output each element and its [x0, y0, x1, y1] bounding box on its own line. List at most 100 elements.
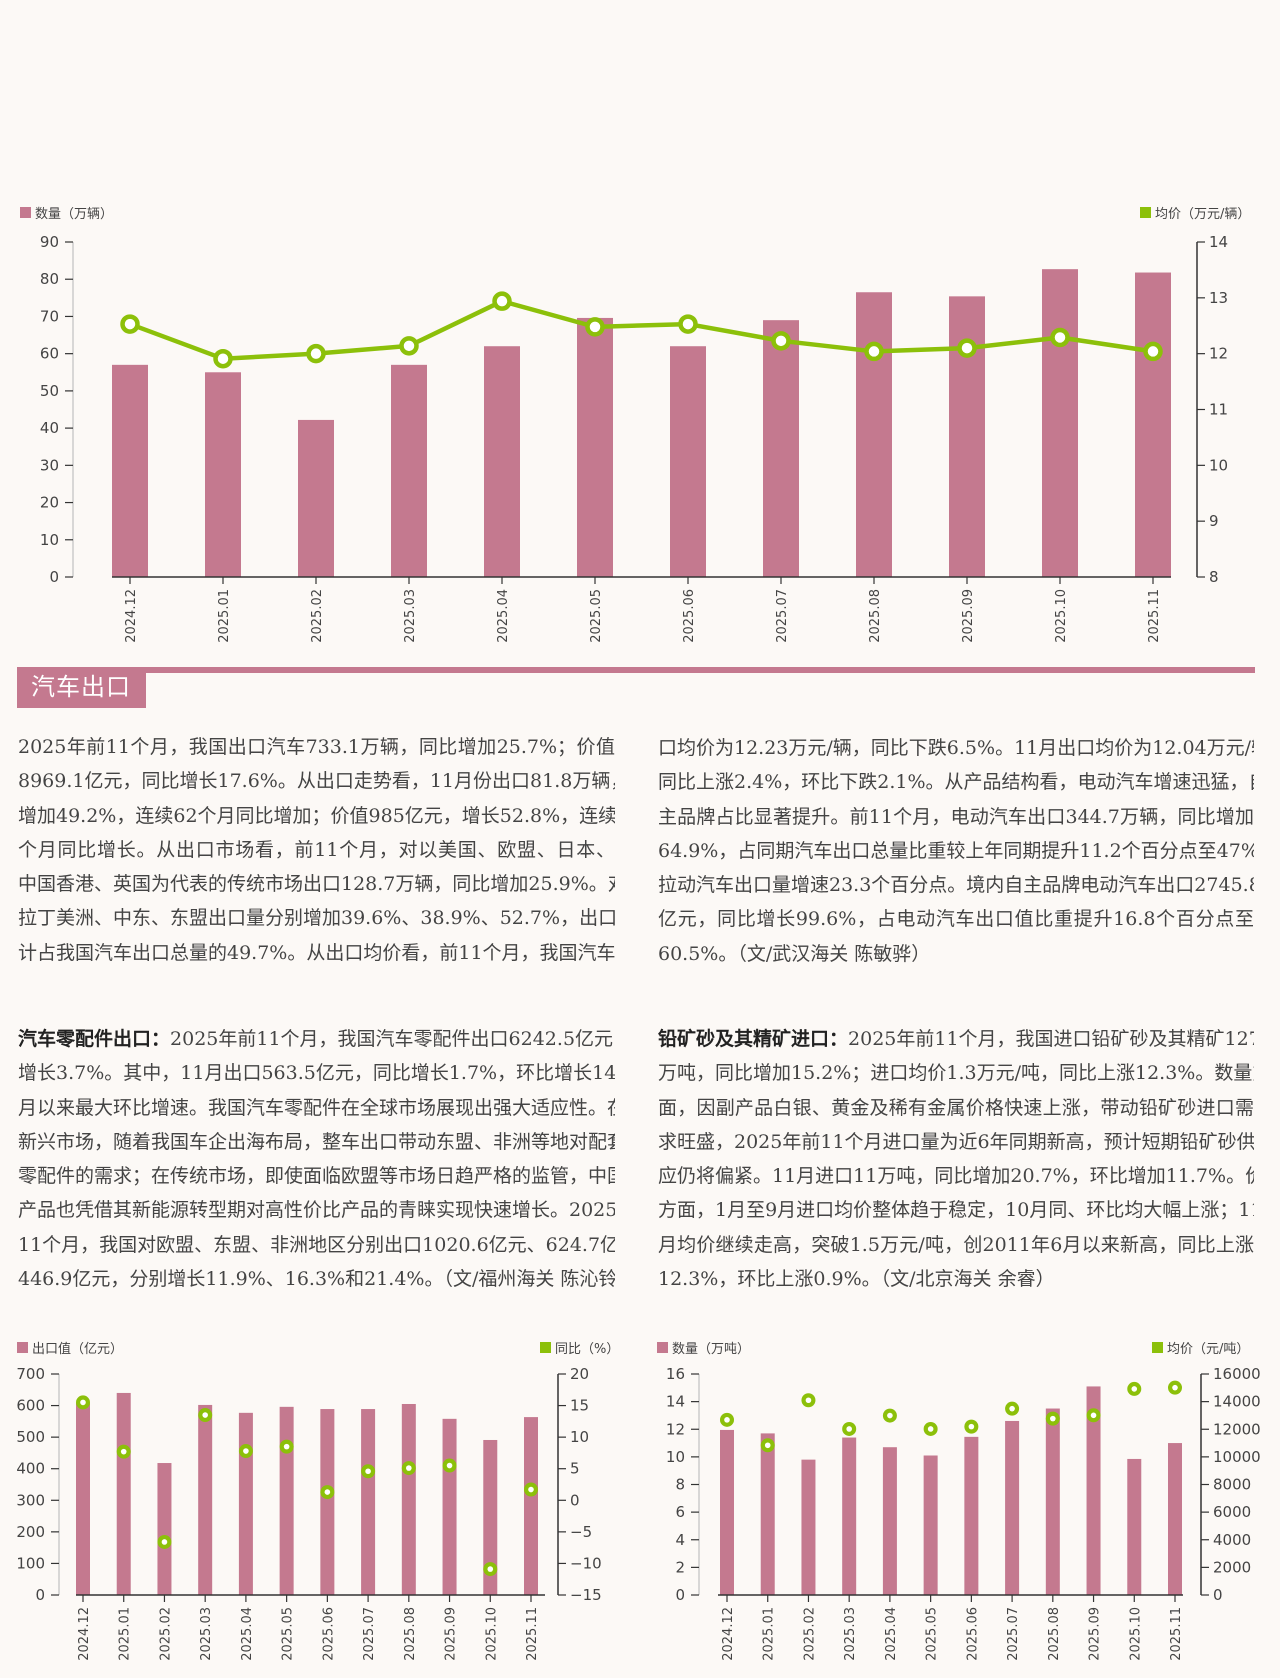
bar [1168, 1443, 1182, 1595]
left-tick-label: 400 [16, 1460, 45, 1478]
text-line-content: 求旺盛，2025年前11个月进口量为近6年同期新高，预计短期铅矿砂供 [658, 1130, 1254, 1153]
scatter-point-center [1131, 1386, 1138, 1392]
text-line-content: 8969.1亿元，同比增长17.6%。从出口走势看，11月份出口81.8万辆， [18, 770, 615, 793]
article-lead-ore-import: 铅矿砂及其精矿进口：2025年前11个月，我国进口铅矿砂及其精矿127.2 万吨，… [658, 1022, 1254, 1296]
scatter-point-center [724, 1417, 730, 1423]
scatter-point-center [406, 1465, 412, 1471]
bar [923, 1455, 938, 1595]
right-tick-label: 10000 [1213, 1448, 1261, 1466]
text-line: 中国香港、英国为代表的传统市场出口128.7万辆，同比增加25.9%。对 [18, 867, 615, 901]
right-tick-label: −10 [570, 1554, 602, 1572]
bar [76, 1403, 90, 1595]
left-tick-label: 0 [49, 568, 59, 586]
x-tick-label: 2025.06 [321, 1607, 336, 1661]
text-line-content: 产品也凭借其新能源转型期对高性价比产品的青睐实现快速增长。2025前 [18, 1199, 615, 1222]
bar [391, 364, 427, 577]
bar [577, 317, 613, 577]
right-tick-label: 2000 [1213, 1558, 1251, 1576]
text-line: 拉动汽车出口量增速23.3个百分点。境内自主品牌电动汽车出口2745.8 [658, 868, 1254, 902]
x-tick-label: 2025.09 [444, 1607, 459, 1661]
scatter-point-center [283, 1443, 290, 1450]
bar [1127, 1458, 1142, 1595]
bar [279, 1406, 294, 1595]
x-tick-label: 2025.07 [362, 1607, 377, 1661]
text-line-content: 计占我国汽车出口总量的49.7%。从出口均价看，前11个月，我国汽车出 [18, 941, 615, 964]
right-tick-label: −15 [570, 1586, 602, 1604]
x-tick-label: 2025.06 [965, 1607, 980, 1661]
bar [484, 346, 520, 577]
left-tick-label: 0 [675, 1586, 685, 1604]
legend-swatch-bar [20, 207, 31, 218]
text-line: 产品也凭借其新能源转型期对高性价比产品的青睐实现快速增长。2025前 [18, 1193, 615, 1227]
scatter-point-center [487, 1566, 494, 1572]
scatter-point-center [161, 1539, 168, 1545]
left-tick-label: 8 [675, 1476, 685, 1494]
bar [763, 320, 799, 577]
text-line: 应仍将偏紧。11月进口11万吨，同比增加20.7%，环比增加11.7%。价格 [658, 1159, 1254, 1193]
x-tick-label: 2025.10 [484, 1607, 499, 1661]
text-line: 个月同比增长。从出口市场看，前11个月，对以美国、欧盟、日本、 [18, 833, 615, 867]
bar [112, 364, 148, 577]
line-point-marker [306, 343, 326, 364]
text-line: 汽车零配件出口：2025年前11个月，我国汽车零配件出口6242.5亿元，同比 [18, 1022, 615, 1056]
left-tick-label: 20 [40, 494, 59, 512]
left-tick-label: 40 [40, 419, 59, 437]
left-tick-label: 10 [40, 531, 59, 549]
scatter-point-center [1050, 1415, 1056, 1422]
text-line: 零配件的需求；在传统市场，即使面临欧盟等市场日趋严格的监管，中国 [18, 1159, 615, 1193]
scatter-point-center [202, 1412, 208, 1418]
text-line: 446.9亿元，分别增长11.9%、16.3%和21.4%。（文/福州海关 陈沁… [18, 1262, 615, 1296]
right-tick-label: 11 [1209, 401, 1228, 419]
text-line: 主品牌占比显著提升。前11个月，电动汽车出口344.7万辆，同比增加 [658, 800, 1254, 834]
x-tick-label: 2025.04 [240, 1607, 255, 1661]
line-point-marker [957, 338, 977, 358]
x-tick-label: 2025.09 [961, 589, 976, 643]
scatter-point-center [1172, 1384, 1178, 1391]
right-tick-label: 14 [1209, 233, 1228, 251]
text-line: 铅矿砂及其精矿进口：2025年前11个月，我国进口铅矿砂及其精矿127.2 [658, 1022, 1254, 1056]
text-line-content: 12.3%，环比上涨0.9%。（文/北京海关 余睿） [658, 1268, 1055, 1291]
right-tick-label: 20 [570, 1365, 589, 1383]
line-point-marker [1143, 341, 1163, 362]
left-tick-label: 30 [40, 456, 59, 474]
right-tick-label: 9 [1209, 512, 1219, 530]
text-line-content: 2025年前11个月，我国进口铅矿砂及其精矿127.2 [848, 1028, 1254, 1050]
text-line-content: 面，因副产品白银、黄金及稀有金属价格快速上涨，带动铅矿砂进口需 [658, 1096, 1254, 1119]
x-tick-label: 2025.04 [496, 589, 511, 643]
x-tick-label: 2025.05 [589, 589, 604, 643]
bar [524, 1417, 538, 1595]
text-line-content: 零配件的需求；在传统市场，即使面临欧盟等市场日趋严格的监管，中国 [18, 1165, 615, 1188]
scatter-point-center [446, 1462, 453, 1469]
text-line: 拉丁美洲、中东、东盟出口量分别增加39.6%、38.9%、52.7%，出口量合 [18, 901, 615, 935]
scatter-point-center [324, 1489, 331, 1495]
text-line-content: 2025年前11个月，我国出口汽车733.1万辆，同比增加25.7%；价值 [18, 736, 615, 758]
left-tick-label: 300 [16, 1491, 45, 1509]
left-tick-label: 6 [675, 1503, 685, 1521]
x-tick-label: 2025.08 [403, 1607, 418, 1661]
x-tick-label: 2025.10 [1128, 1607, 1143, 1661]
text-line: 月以来最大环比增速。我国汽车零配件在全球市场展现出强大适应性。在 [18, 1091, 615, 1125]
bar [298, 419, 334, 577]
x-tick-label: 2025.05 [925, 1607, 940, 1661]
bar [1045, 1408, 1060, 1595]
text-line: 新兴市场，随着我国车企出海布局，整车出口带动东盟、非洲等地对配套 [18, 1125, 615, 1159]
bar [483, 1439, 498, 1595]
x-tick-label: 2024.12 [721, 1607, 736, 1661]
text-line-content: 口均价为12.23万元/辆，同比下跌6.5%。11月出口均价为12.04万元/辆… [658, 737, 1254, 759]
bar [205, 372, 241, 577]
right-tick-label: −5 [570, 1523, 592, 1541]
text-line-content: 增长3.7%。其中，11月出口563.5亿元，同比增长1.7%，环比增长14.1… [18, 1062, 615, 1085]
line-point-marker [864, 341, 884, 362]
legend-label-bar: 数量（万辆） [35, 207, 113, 222]
scatter-point-center [528, 1486, 534, 1493]
text-line-content: 64.9%，占同期汽车出口总量比重较上年同期提升11.2个百分点至47%， [658, 839, 1254, 862]
text-line-content: 主品牌占比显著提升。前11个月，电动汽车出口344.7万辆，同比增加 [658, 805, 1254, 828]
bar [320, 1409, 335, 1595]
left-tick-label: 14 [666, 1393, 685, 1411]
x-tick-label: 2025.08 [1047, 1607, 1062, 1661]
x-tick-label: 2025.08 [868, 589, 883, 643]
text-line: 万吨，同比增加15.2%；进口均价1.3万元/吨，同比上涨12.3%。数量方 [658, 1056, 1254, 1090]
line-point-marker [120, 314, 140, 334]
bar [801, 1459, 816, 1595]
text-line-content: 拉动汽车出口量增速23.3个百分点。境内自主品牌电动汽车出口2745.8 [658, 874, 1254, 897]
